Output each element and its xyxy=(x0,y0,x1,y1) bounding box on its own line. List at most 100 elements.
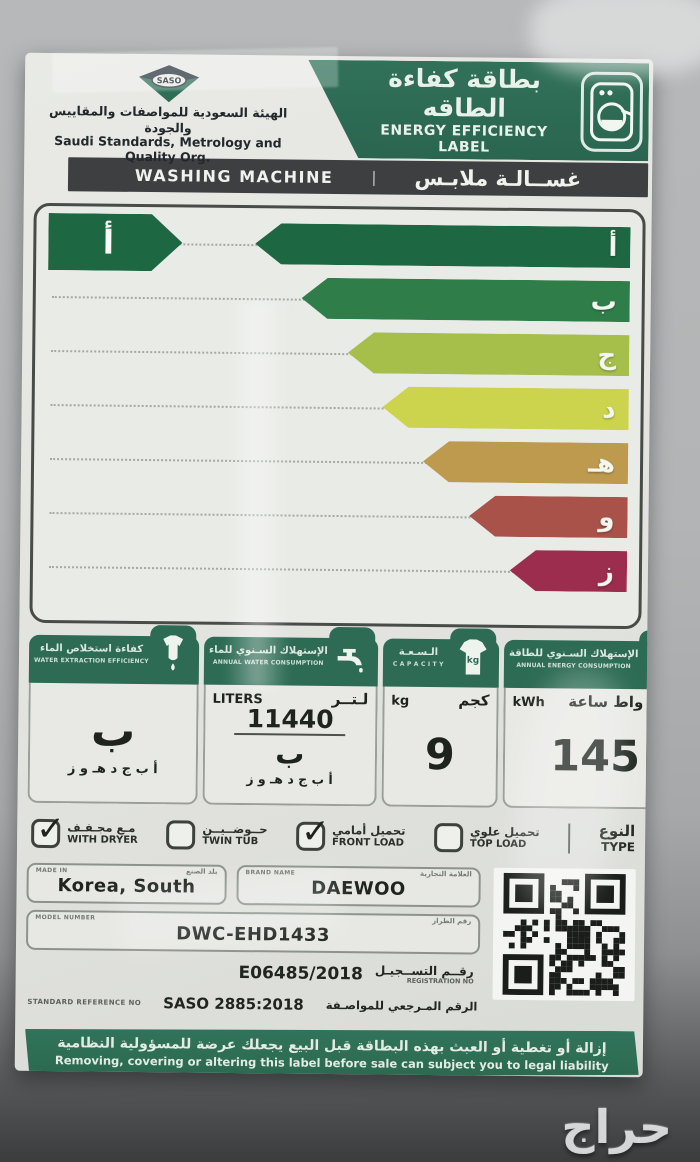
rating-letter: هـ xyxy=(588,448,616,479)
selected-grade-flag: أ xyxy=(48,213,183,271)
metric-body: ب أ ب ج د هـ و ز xyxy=(27,682,199,805)
org-name-arabic: الهيئة السعودية للمواصفات والمقاييس والج… xyxy=(49,102,288,136)
selected-grade-letter: أ xyxy=(102,222,115,262)
metric-title-arabic: الإستهلاك السـنوي للطاقة xyxy=(509,647,639,661)
checkbox-front-load xyxy=(295,821,326,851)
energy-value: 145 xyxy=(550,730,641,782)
haraj-watermark: حراج xyxy=(561,1100,672,1154)
type-label: النوع TYPE xyxy=(598,822,636,854)
bottom-section: MADE IN بلد الصنع Korea, South BRAND NAM… xyxy=(25,862,639,1020)
rating-arrow-z: ز xyxy=(510,550,628,592)
metric-water-consumption: الإستهلاك السـنوي للماء ANNUAL WATER CON… xyxy=(202,626,378,807)
warning-strip: إزالة أو تغطية أو العبث بهذه البطاقة قبل… xyxy=(25,1025,640,1077)
brand-label-arabic: العلامة التجارية xyxy=(419,869,472,879)
option-top-load: تحميل علوي TOP LOAD xyxy=(433,822,540,853)
metric-title-english: WATER EXTRACTION EFFICIENCY xyxy=(33,656,149,666)
checkbox-twin-tub xyxy=(166,819,196,850)
metric-title-english: C A P A C I T Y xyxy=(392,660,444,669)
label-header: SASO الهيئة السعودية للمواصفات والمقاييس… xyxy=(28,57,649,164)
standard-label-english: STANDARD REFERENCE NO xyxy=(27,997,142,1008)
metric-header: كفاءة استخلاص الماء WATER EXTRACTION EFF… xyxy=(28,625,200,685)
lightning-icon xyxy=(639,630,654,689)
svg-text:SASO: SASO xyxy=(156,76,181,85)
model-label-english: MODEL NUMBER xyxy=(35,913,96,922)
checkbox-with-dryer xyxy=(31,818,61,848)
wrung-shirt-icon xyxy=(149,625,197,684)
rating-row: ز xyxy=(43,545,629,592)
washing-machine-icon xyxy=(580,72,643,153)
type-divider xyxy=(567,823,571,854)
rating-arrow-h: هـ xyxy=(423,441,629,484)
warning-text-english: Removing, covering or altering this labe… xyxy=(54,1053,609,1073)
rating-row: أ أ xyxy=(46,221,632,268)
rating-letter: و xyxy=(598,502,615,533)
qr-code xyxy=(492,867,636,1002)
option-label-arabic: حــوضــيــن xyxy=(202,821,268,836)
metric-title-arabic: الـسـعـة xyxy=(398,646,439,659)
brand-label-english: BRAND NAME xyxy=(245,869,296,877)
registration-label-english: REGISTRATION NO xyxy=(406,976,474,986)
rating-row: ب xyxy=(46,275,632,322)
made-in-label-english: MADE IN xyxy=(35,866,68,875)
water-extraction-grade: ب xyxy=(90,704,136,757)
option-label-arabic: تحميل علوي xyxy=(469,824,540,839)
rating-panel: أ أ ب ج د هـ و xyxy=(29,202,646,630)
qr-column xyxy=(489,867,639,1020)
org-name-english: Saudi Standards, Metrology and Quality O… xyxy=(54,133,282,165)
capacity-value: 9 xyxy=(424,729,456,780)
model-value: DWC-EHD1433 xyxy=(176,923,331,946)
metric-energy: الإستهلاك السـنوي للطاقة ANNUAL ENERGY C… xyxy=(502,630,654,810)
rating-letter: د xyxy=(602,394,616,425)
brand-field: BRAND NAME العلامة التجارية DAEWOO xyxy=(236,864,481,908)
checkbox-top-load xyxy=(433,822,464,852)
standard-label-arabic: الرقم المـرجعي للمواصـفة xyxy=(325,997,478,1014)
rating-arrow-w: و xyxy=(469,495,628,538)
org-block: SASO الهيئة السعودية للمواصفات والمقاييس… xyxy=(28,57,308,164)
rating-arrow-d: د xyxy=(382,387,629,431)
type-row: مـع مجـفـف WITH DRYER حــوضــيــن TWIN T… xyxy=(27,813,639,859)
option-front-load: تحميل أمامي FRONT LOAD xyxy=(295,821,406,851)
made-in-value: Korea, South xyxy=(57,875,196,898)
metric-title-english: ANNUAL ENERGY CONSUMPTION xyxy=(516,661,631,671)
rating-letter: أ xyxy=(608,232,618,263)
banner: بطاقة كفاءة الطاقه ENERGY EFFICIENCY LAB… xyxy=(307,60,649,162)
metric-boxes: كفاءة استخلاص الماء WATER EXTRACTION EFF… xyxy=(27,625,654,810)
option-label-english: TWIN TUB xyxy=(202,835,259,848)
fields-column: MADE IN بلد الصنع Korea, South BRAND NAM… xyxy=(25,862,481,1018)
scale-letters: أ ب ج د هـ و ز xyxy=(246,770,333,787)
product-name-english: WASHING MACHINE xyxy=(134,165,334,187)
metric-header: الإستهلاك السـنوي للماء ANNUAL WATER CON… xyxy=(203,626,378,687)
option-twin-tub: حــوضــيــن TWIN TUB xyxy=(166,819,268,850)
option-label-arabic: تحميل أمامي xyxy=(332,822,406,838)
metric-body: LITERS لـتــر 11440 ب أ ب ج د هـ و ز xyxy=(202,684,378,807)
rating-row: ج xyxy=(45,329,631,376)
registration-value: E06485/2018 xyxy=(238,963,363,985)
banner-titles: بطاقة كفاءة الطاقه ENERGY EFFICIENCY LAB… xyxy=(353,64,575,156)
liters-value: 11440 xyxy=(234,704,346,736)
option-with-dryer: مـع مجـفـف WITH DRYER xyxy=(31,818,138,848)
energy-label: SASO الهيئة السعودية للمواصفات والمقاييس… xyxy=(14,52,654,1078)
energy-unit-english: kWh xyxy=(512,694,545,711)
metric-header: kg الـسـعـة C A P A C I T Y xyxy=(382,628,500,688)
rating-row: و xyxy=(43,491,629,538)
registration-row: E06485/2018 رقــم التســجيـل REGISTRATIO… xyxy=(26,957,480,990)
product-name-arabic: غســالـة ملابـس xyxy=(414,165,582,192)
metric-water-extraction: كفاءة استخلاص الماء WATER EXTRACTION EFF… xyxy=(27,625,200,805)
svg-text:kg: kg xyxy=(467,656,480,666)
rating-row: د xyxy=(44,383,630,430)
metric-title-arabic: كفاءة استخلاص الماء xyxy=(39,642,144,656)
metric-body: kg كجم 9 xyxy=(381,686,499,808)
saso-logo-icon: SASO xyxy=(138,65,199,103)
standard-value: SASO 2885:2018 xyxy=(163,994,304,1014)
rating-letter: ب xyxy=(590,286,617,317)
water-consumption-grade: ب xyxy=(275,735,305,771)
option-label-english: TOP LOAD xyxy=(469,838,527,850)
rating-row: هـ xyxy=(44,437,630,484)
metric-body: kWh كيلو واط ساعة 145 xyxy=(502,687,654,810)
capacity-unit-english: kg xyxy=(391,693,410,709)
rating-arrow-a: أ xyxy=(255,223,630,268)
rating-letter: ج xyxy=(597,340,617,371)
metric-title-arabic: الإستهلاك السـنوي للماء xyxy=(208,644,328,657)
faucet-icon xyxy=(328,626,376,686)
